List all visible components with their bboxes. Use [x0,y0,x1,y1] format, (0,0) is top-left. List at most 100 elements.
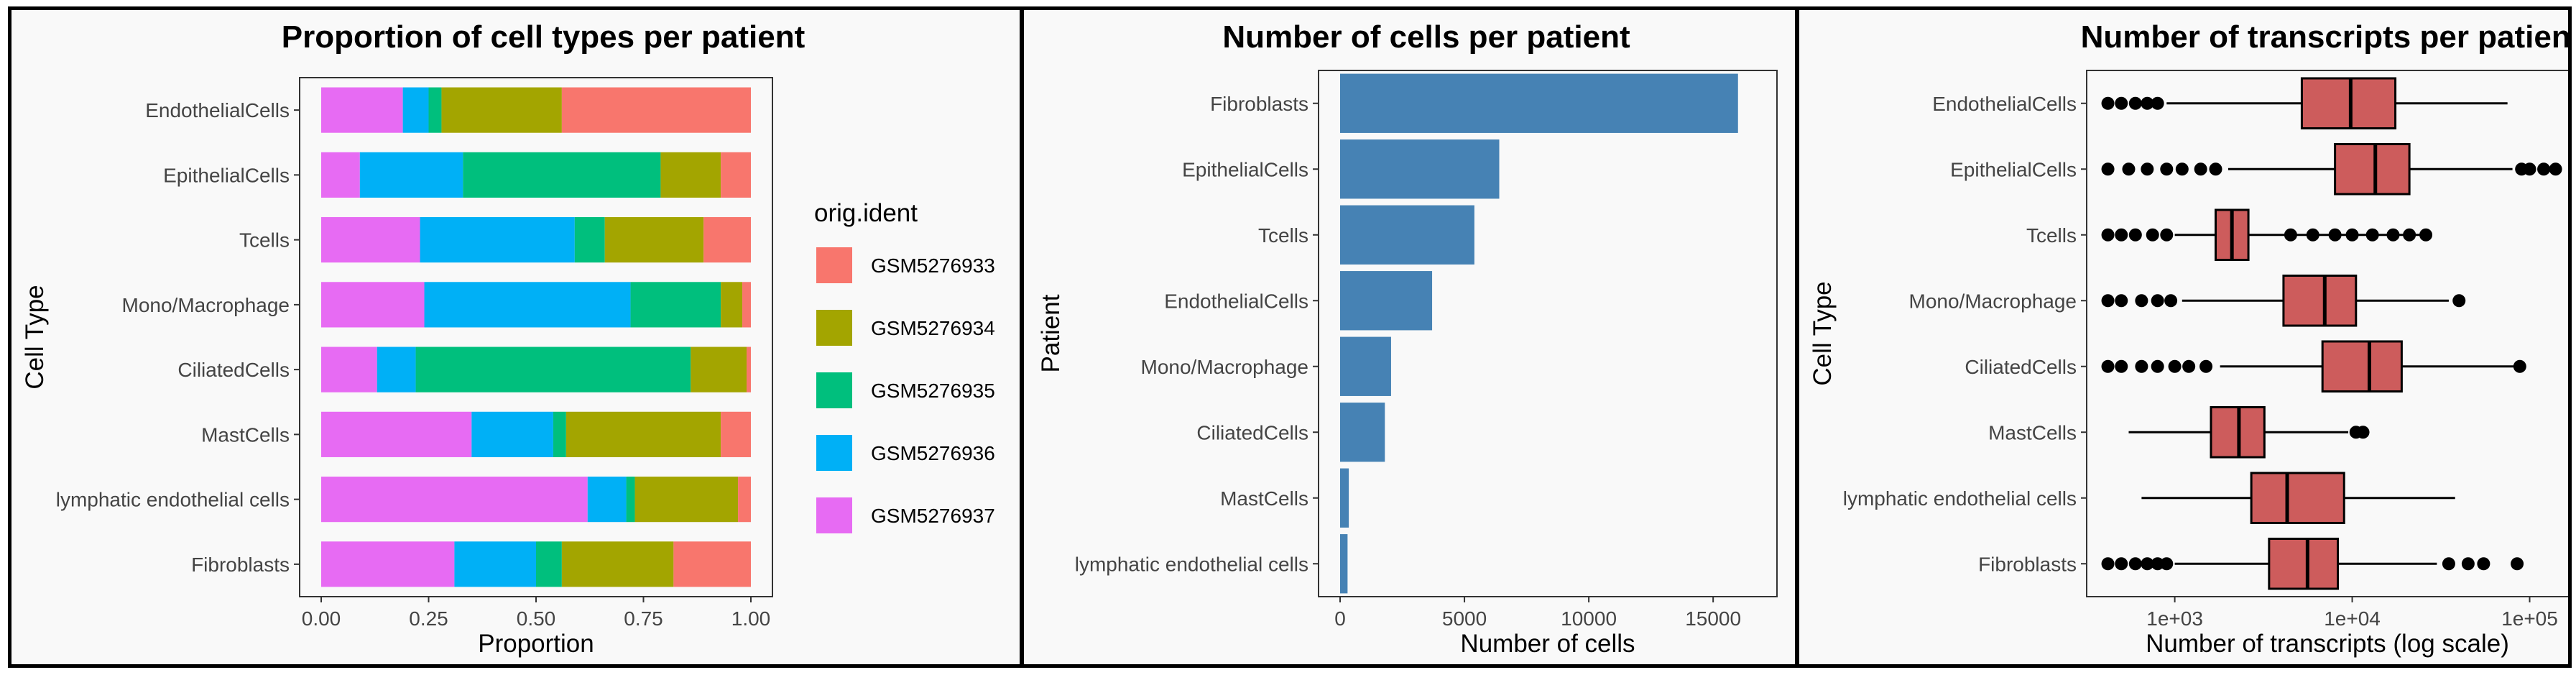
x-tick-label: 0.00 [302,607,341,630]
outlier-fibroblasts [2101,557,2115,571]
x-tick-label: 1e+05 [2501,607,2558,630]
legend-key-gsm5276936 [816,435,852,471]
legend-key-gsm5276933 [816,247,852,283]
bar-fibroblasts [1340,73,1738,133]
bar-segment-tcells-gsm5276937 [321,217,420,263]
bar-tcells [1340,205,1474,265]
outlier-tcells [2328,228,2342,242]
outlier-tcells [2403,228,2416,242]
outlier-ciliatedcells [2151,359,2164,373]
outlier-ciliatedcells [2199,359,2213,373]
y-tick-label-fibroblasts: Fibroblasts [1210,93,1308,115]
bar-segment-epithelialcells-gsm5276933 [721,152,751,198]
outlier-fibroblasts [2128,557,2142,571]
y-tick-label-tcells: Tcells [239,229,290,252]
chart-title: Proportion of cell types per patient [282,19,805,55]
outlier-mono-macrophage [2151,294,2164,308]
bar-segment-ciliatedcells-gsm5276937 [321,346,377,392]
bar-segment-mono-macrophage-gsm5276936 [424,282,631,328]
outlier-epithelialcells [2101,162,2115,176]
outlier-epithelialcells [2122,162,2136,176]
outlier-tcells [2365,228,2379,242]
legend-key-gsm5276937 [816,497,852,533]
outlier-tcells [2128,228,2142,242]
x-tick-label: 1.00 [731,607,771,630]
bar-segment-fibroblasts-gsm5276937 [321,541,455,587]
y-tick-label-endothelialcells: EndothelialCells [1932,93,2077,115]
bar-segment-tcells-gsm5276936 [420,217,575,263]
outlier-mono-macrophage [2135,294,2148,308]
legend-key-gsm5276935 [816,372,852,408]
bar-segment-mastcells-gsm5276936 [471,411,553,457]
outlier-tcells [2101,228,2115,242]
bar-endothelialcells [1340,271,1433,331]
box-mono-macrophage [2282,274,2358,327]
bar-segment-endothelialcells-gsm5276934 [441,87,562,133]
bar-segment-mono-macrophage-gsm5276937 [321,282,425,328]
bar-mastcells [1340,468,1349,528]
x-tick-label: 15000 [1685,607,1741,630]
bar-segment-fibroblasts-gsm5276934 [561,541,674,587]
outlier-tcells [2146,228,2159,242]
bar-segment-mastcells-gsm5276937 [321,411,472,457]
bar-segment-lymphatic-endothelial-cells-gsm5276934 [634,477,739,523]
bar-segment-endothelialcells-gsm5276937 [321,87,403,133]
outlier-epithelialcells [2209,162,2222,176]
y-tick-label-ciliatedcells: CiliatedCells [177,359,290,381]
chart-title: Number of transcripts per patient [2081,19,2568,55]
bar-segment-endothelialcells-gsm5276933 [561,87,751,133]
bar-segment-epithelialcells-gsm5276937 [321,152,360,198]
legend-label-gsm5276937: GSM5276937 [871,505,995,527]
y-tick-label-lymphatic-endothelial-cells: lymphatic endothelial cells [1843,487,2077,510]
bar-segment-fibroblasts-gsm5276935 [536,541,562,587]
bar-segment-endothelialcells-gsm5276935 [428,87,442,133]
outlier-ciliatedcells [2101,359,2115,373]
plot-border [2086,70,2568,597]
x-tick-label: 10000 [1561,607,1617,630]
y-tick-label-ciliatedcells: CiliatedCells [1965,356,2077,378]
outlier-mono-macrophage [2164,294,2178,308]
outlier-ciliatedcells [2168,359,2182,373]
outlier-mono-macrophage [2115,294,2128,308]
outlier-fibroblasts [2151,557,2164,571]
y-tick-label-epithelialcells: EpithelialCells [1950,158,2077,180]
bar-segment-ciliatedcells-gsm5276933 [747,346,751,392]
bar-segment-tcells-gsm5276934 [604,217,704,263]
box-fibroblasts [2268,537,2340,590]
bar-segment-ciliatedcells-gsm5276935 [415,346,691,392]
legend-label-gsm5276934: GSM5276934 [871,317,995,339]
bar-segment-ciliatedcells-gsm5276936 [377,346,416,392]
bar-segment-mastcells-gsm5276934 [565,411,721,457]
bar-ciliatedcells [1340,403,1385,462]
bar-segment-mono-macrophage-gsm5276935 [630,282,721,328]
bar-segment-epithelialcells-gsm5276935 [463,152,661,198]
x-axis-title: Number of cells [1460,630,1635,658]
bar-segment-lymphatic-endothelial-cells-gsm5276937 [321,477,588,523]
bar-segment-lymphatic-endothelial-cells-gsm5276936 [587,477,627,523]
x-tick-label: 1e+04 [2324,607,2381,630]
outlier-ciliatedcells [2513,359,2526,373]
y-tick-label-epithelialcells: EpithelialCells [163,164,290,186]
y-axis-title: Cell Type [1809,281,1837,385]
y-tick-label-mastcells: MastCells [1220,487,1308,510]
y-axis-title: Cell Type [21,285,49,389]
outlier-fibroblasts [2461,557,2475,571]
bar-segment-epithelialcells-gsm5276936 [359,152,463,198]
outlier-ciliatedcells [2135,359,2148,373]
outlier-tcells [2160,228,2174,242]
y-tick-label-ciliatedcells: CiliatedCells [1196,421,1308,444]
outlier-tcells [2386,228,2400,242]
y-axis-title: Patient [1037,294,1065,372]
outlier-epithelialcells [2141,162,2154,176]
bar-segment-tcells-gsm5276935 [574,217,605,263]
outlier-tcells [2284,228,2297,242]
bar-segment-epithelialcells-gsm5276934 [660,152,721,198]
x-tick-label: 0.25 [409,607,448,630]
y-tick-label-mono-macrophage: Mono/Macrophage [1909,290,2077,312]
outlier-endothelialcells [2151,96,2164,110]
legend-key-gsm5276934 [816,310,852,346]
outlier-epithelialcells [2194,162,2207,176]
outlier-endothelialcells [2128,96,2142,110]
bar-chart: Fibroblasts EpithelialCells Tcells Endothel… [1037,19,1778,658]
bar-segment-fibroblasts-gsm5276933 [673,541,751,587]
